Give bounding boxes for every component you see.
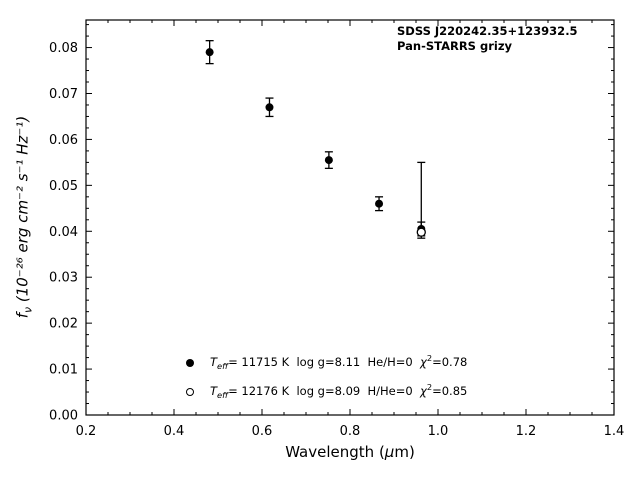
open-circle-marker-icon xyxy=(186,387,194,396)
y-tick-label: 0.03 xyxy=(49,271,78,286)
legend-teff-symbol: T xyxy=(210,355,218,370)
y-axis-label-symbol: f xyxy=(13,312,32,319)
legend-teff-subscript: eff xyxy=(217,361,229,372)
x-tick-label: 1.2 xyxy=(516,424,537,439)
legend-chi-value: =0.78 xyxy=(432,355,468,370)
y-tick-label: 0.06 xyxy=(49,133,78,148)
data-point-filled xyxy=(205,48,214,57)
x-axis-label: Wavelength (μm) xyxy=(285,443,415,461)
data-point-filled xyxy=(375,199,384,208)
legend-entry-text: Teff= 12176 K log g=8.09 H/He=0 χ2=0.85 xyxy=(210,382,467,400)
data-point-filled xyxy=(324,156,333,165)
x-axis-label-mu: μ xyxy=(384,443,395,461)
x-axis-label-pre: Wavelength ( xyxy=(285,443,385,461)
legend: Teff= 11715 K log g=8.11 He/H=0 χ2=0.78 … xyxy=(186,348,467,406)
annotation: SDSS J220242.35+123932.5 Pan-STARRS griz… xyxy=(397,24,578,54)
legend-entry-text: Teff= 11715 K log g=8.11 He/H=0 χ2=0.78 xyxy=(210,353,467,371)
y-tick-label: 0.00 xyxy=(49,409,78,424)
x-tick-label: 1.0 xyxy=(428,424,449,439)
x-tick-label: 0.6 xyxy=(252,424,273,439)
y-tick-label: 0.02 xyxy=(49,317,78,332)
y-axis-label: fν (10⁻²⁶ erg cm⁻² s⁻¹ Hz⁻¹) xyxy=(14,116,35,318)
y-axis-label-subscript: ν xyxy=(21,306,35,313)
y-tick-label: 0.05 xyxy=(49,179,78,194)
x-tick-label: 1.4 xyxy=(604,424,625,439)
legend-row: Teff= 12176 K log g=8.09 H/He=0 χ2=0.85 xyxy=(186,377,467,406)
x-tick-label: 0.2 xyxy=(76,424,97,439)
y-tick-label: 0.07 xyxy=(49,87,78,102)
x-tick-label: 0.8 xyxy=(340,424,361,439)
y-tick-label: 0.04 xyxy=(49,225,78,240)
x-axis-label-post: m) xyxy=(394,443,415,461)
filled-circle-marker-icon xyxy=(186,358,194,367)
legend-chi-value: =0.85 xyxy=(432,384,468,399)
annotation-survey: Pan-STARRS grizy xyxy=(397,39,513,53)
legend-teff-symbol: T xyxy=(210,384,218,399)
y-tick-label: 0.08 xyxy=(49,41,78,56)
data-point-filled xyxy=(265,103,274,112)
legend-chi-superscript: 2 xyxy=(426,382,433,393)
legend-row: Teff= 11715 K log g=8.11 He/H=0 χ2=0.78 xyxy=(186,348,467,377)
legend-teff-subscript: eff xyxy=(217,390,229,401)
legend-chi-symbol: χ xyxy=(420,355,427,370)
y-axis-label-units: (10⁻²⁶ erg cm⁻² s⁻¹ Hz⁻¹) xyxy=(13,115,32,307)
annotation-object-name: SDSS J220242.35+123932.5 xyxy=(397,24,578,38)
x-tick-label: 0.4 xyxy=(164,424,185,439)
plot-border xyxy=(85,19,615,416)
legend-chi-symbol: χ xyxy=(420,384,427,399)
legend-params: = 11715 K log g=8.11 He/H=0 xyxy=(228,355,421,370)
legend-chi-superscript: 2 xyxy=(426,353,433,364)
legend-params: = 12176 K log g=8.09 H/He=0 xyxy=(228,384,421,399)
data-point-open xyxy=(416,227,426,237)
y-tick-label: 0.01 xyxy=(49,363,78,378)
